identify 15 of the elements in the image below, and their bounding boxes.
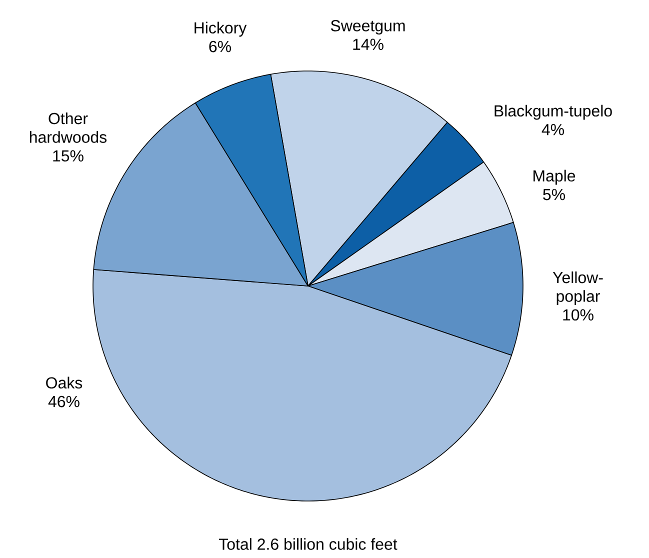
slice-label: Other hardwoods bbox=[30, 112, 107, 143]
slice-label: Blackgum-tupelo bbox=[494, 104, 612, 120]
slice-label: Maple bbox=[534, 170, 576, 185]
data-label: 6% bbox=[209, 40, 231, 52]
data-label: 10% bbox=[563, 309, 594, 321]
slice-label: Hickory bbox=[194, 22, 247, 37]
data-label: 5% bbox=[543, 188, 565, 200]
text: Total 2.6 billion cubic feet bbox=[218, 538, 398, 550]
slice-label: Sweetgum bbox=[330, 20, 405, 35]
slice-label: Yellow-poplar bbox=[552, 271, 603, 306]
data-label: 14% bbox=[353, 38, 384, 50]
data-label: 46% bbox=[48, 396, 80, 408]
slice-label: Oaks bbox=[46, 376, 82, 389]
data-label: 15% bbox=[53, 150, 84, 162]
data-label: 4% bbox=[542, 124, 564, 136]
